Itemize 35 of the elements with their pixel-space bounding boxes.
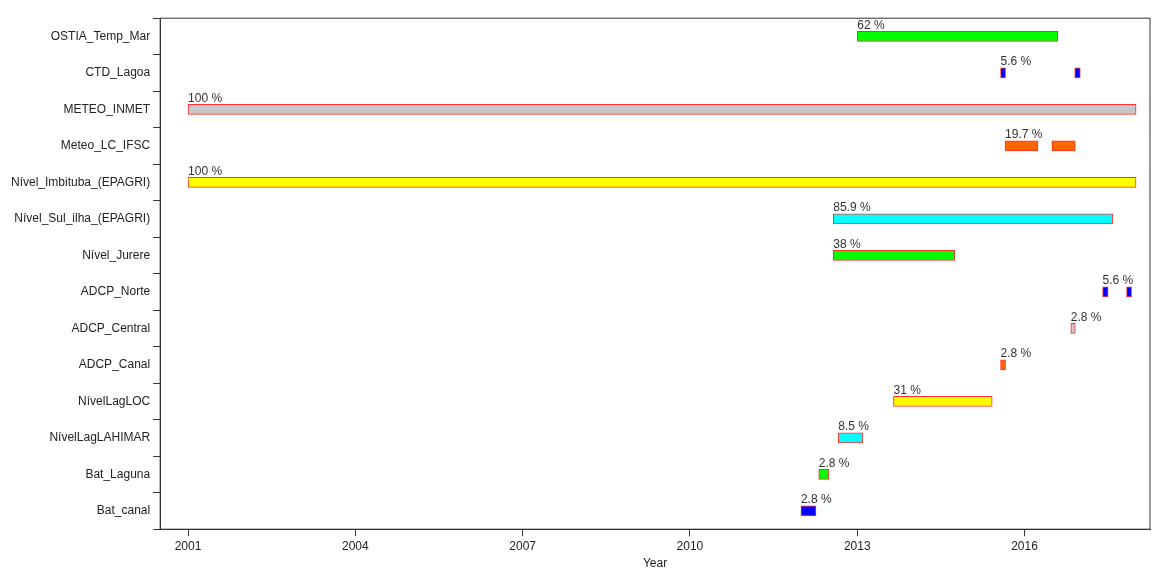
- annotation: 2.8 %: [1070, 309, 1102, 324]
- annotation: 85.9 %: [833, 200, 871, 215]
- y-tick-label: NívelLagLOC: [78, 393, 151, 408]
- annotation: 62 %: [857, 17, 885, 32]
- y-tick-label: OSTIA_Temp_Mar: [50, 28, 151, 43]
- y-tick-label: ADCP_Central: [71, 320, 151, 335]
- annotation: 38 %: [833, 236, 861, 251]
- y-tick-label: METEO_INMET: [63, 101, 151, 116]
- annotation: 2.8 %: [1000, 346, 1032, 361]
- y-tick-label: Bat_Laguna: [85, 466, 151, 481]
- annotation: 19.7 %: [1005, 127, 1043, 142]
- annotation: 5.6 %: [1000, 54, 1032, 69]
- annotation: 2.8 %: [800, 492, 832, 507]
- annotation: 2.8 %: [818, 455, 850, 470]
- x-axis-title: Year: [642, 556, 668, 571]
- y-tick-label: Nível_Sul_ilha_(EPAGRI): [14, 211, 151, 226]
- y-tick-label: ADCP_Norte: [80, 284, 151, 299]
- x-tick-label: 2007: [509, 538, 537, 553]
- y-tick-label: NívelLagLAHIMAR: [49, 430, 151, 445]
- y-tick-label: Nível_Jurere: [82, 247, 151, 262]
- x-tick-label: 2001: [174, 538, 202, 553]
- annotation: 100 %: [188, 90, 223, 105]
- y-tick-label: CTD_Lagoa: [85, 65, 151, 80]
- x-tick-label: 2004: [341, 538, 370, 553]
- annotation: 8.5 %: [838, 419, 870, 434]
- x-tick-label: 2010: [676, 538, 704, 553]
- y-tick-label: Nível_Imbituba_(EPAGRI): [10, 174, 151, 189]
- annotation: 5.6 %: [1102, 273, 1134, 288]
- annotation: 31 %: [893, 382, 922, 397]
- x-tick-label: 2016: [1011, 538, 1039, 553]
- annotation: 100 %: [188, 163, 223, 178]
- x-tick-label: 2013: [843, 538, 871, 553]
- y-tick-label: ADCP_Canal: [78, 357, 151, 372]
- y-tick-label: Meteo_LC_IFSC: [60, 138, 151, 153]
- y-tick-label: Bat_canal: [96, 503, 151, 518]
